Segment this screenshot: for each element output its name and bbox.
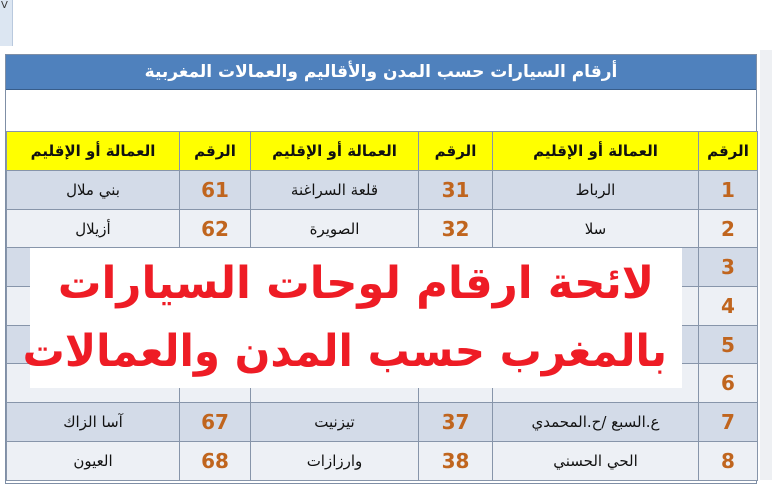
header-province: العمالة أو الإقليم [492,131,699,171]
plate-number-cell: 61 [179,170,251,210]
plate-number-cell: 7 [698,402,758,442]
table-title: أرقام السيارات حسب المدن والأقاليم والعم… [6,55,756,90]
header-row: الرقم العمالة أو الإقليم الرقم العمالة أو ا… [6,131,758,171]
header-number: الرقم [418,131,493,171]
overlay-line-2: بالمغرب حسب المدن والعمالات [22,326,668,377]
header-number: الرقم [698,131,758,171]
plate-number-cell: 6 [698,363,758,404]
plate-number-cell: 31 [418,170,493,210]
window-fragment-text: V [1,0,8,11]
blank-row [6,90,756,131]
plate-number-cell: 2 [698,208,758,249]
province-cell: تيزنيت [250,402,419,442]
province-cell: الحي الحسني [492,440,699,481]
plate-number-cell: 5 [698,324,758,365]
province-cell: وارزازات [250,440,419,481]
table-row: 7 ع.السبع /ح.المحمدي 37 تيزنيت 67 آسا الزاك [6,402,758,442]
province-cell: بني ملال [6,170,180,210]
province-cell: ع.السبع /ح.المحمدي [492,402,699,442]
plate-number-cell: 68 [179,440,251,481]
plate-number-cell: 38 [418,440,493,481]
table-row: 1 الرباط 31 قلعة السراغنة 61 بني ملال [6,170,758,210]
plate-number-cell: 32 [418,208,493,249]
province-cell: أزيلال [6,208,180,249]
header-number: الرقم [179,131,251,171]
overlay-line-1: لائحة ارقام لوحات السيارات [57,258,655,309]
table-row: 2 سلا 32 الصويرة 62 أزيلال [6,208,758,249]
plate-number-cell: 37 [418,402,493,442]
province-cell: العيون [6,440,180,481]
province-cell: الرباط [492,170,699,210]
overlay-banner: لائحة ارقام لوحات السيارات بالمغرب حسب ا… [22,248,682,388]
right-edge-strip [760,50,772,480]
plate-number-cell: 62 [179,208,251,249]
province-cell: سلا [492,208,699,249]
plates-table-sheet: أرقام السيارات حسب المدن والأقاليم والعم… [5,54,758,484]
province-cell: قلعة السراغنة [250,170,419,210]
header-province: العمالة أو الإقليم [250,131,419,171]
plate-number-cell: 67 [179,402,251,442]
window-fragment: V [0,0,13,46]
plate-number-cell: 3 [698,247,758,288]
plate-number-cell: 8 [698,440,758,481]
province-cell: آسا الزاك [6,402,180,442]
header-province: العمالة أو الإقليم [6,131,180,171]
table-row: 8 الحي الحسني 38 وارزازات 68 العيون [6,440,758,481]
province-cell: الصويرة [250,208,419,249]
plate-number-cell: 4 [698,286,758,326]
plates-table: الرقم العمالة أو الإقليم الرقم العمالة أو ا… [6,131,758,481]
plate-number-cell: 1 [698,170,758,210]
